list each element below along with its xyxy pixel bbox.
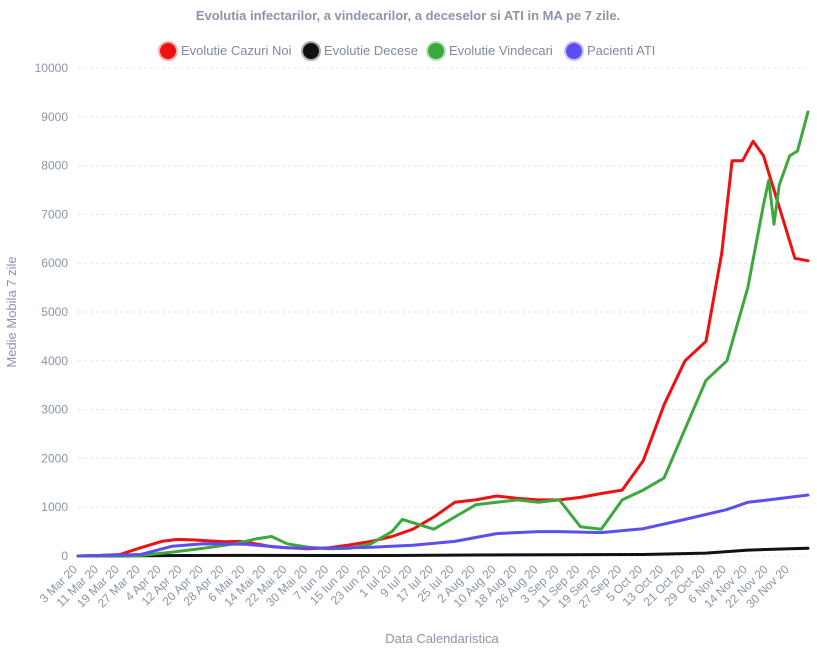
series-layer — [76, 110, 810, 558]
legend-label: Evolutie Cazuri Noi — [181, 43, 292, 58]
y-tick-label: 10000 — [35, 61, 69, 75]
y-tick-label: 6000 — [41, 256, 68, 270]
legend-item-0[interactable]: Evolutie Cazuri Noi — [158, 41, 292, 61]
legend-label: Evolutie Vindecari — [449, 43, 553, 58]
x-axis-label: Data Calendaristica — [385, 631, 499, 646]
legend-item-2[interactable]: Evolutie Vindecari — [426, 41, 553, 61]
legend-label: Evolutie Decese — [324, 43, 418, 58]
legend-label: Pacienti ATI — [587, 43, 655, 58]
y-tick-label: 1000 — [41, 500, 68, 514]
legend-item-1[interactable]: Evolutie Decese — [301, 41, 418, 61]
y-tick-label: 8000 — [41, 159, 68, 173]
series-line-2 — [76, 110, 810, 558]
series-line-1 — [76, 546, 810, 558]
y-tick-label: 0 — [61, 549, 68, 563]
y-tick-label: 2000 — [41, 451, 68, 465]
legend-marker — [158, 41, 178, 61]
y-tick-label: 7000 — [41, 207, 68, 221]
series-line-3 — [76, 493, 810, 558]
legend-marker — [301, 41, 321, 61]
legend[interactable]: Evolutie Cazuri Noi Evolutie Decese Evolut… — [158, 41, 655, 61]
chart-title: Evolutia infectarilor, a vindecarilor, a… — [196, 8, 620, 23]
y-tick-label: 4000 — [41, 354, 68, 368]
series-line-0 — [76, 139, 810, 558]
y-axis-label: Medie Mobila 7 zile — [4, 256, 19, 367]
y-tick-label: 9000 — [41, 110, 68, 124]
y-axis-ticks: 0 1000 2000 3000 4000 5000 6000 7000 8000 9000 100… — [35, 61, 69, 563]
y-tick-label: 5000 — [41, 305, 68, 319]
y-tick-label: 3000 — [41, 403, 68, 417]
legend-marker — [426, 41, 446, 61]
grid — [78, 67, 808, 557]
legend-item-3[interactable]: Pacienti ATI — [564, 41, 655, 61]
legend-marker — [564, 41, 584, 61]
